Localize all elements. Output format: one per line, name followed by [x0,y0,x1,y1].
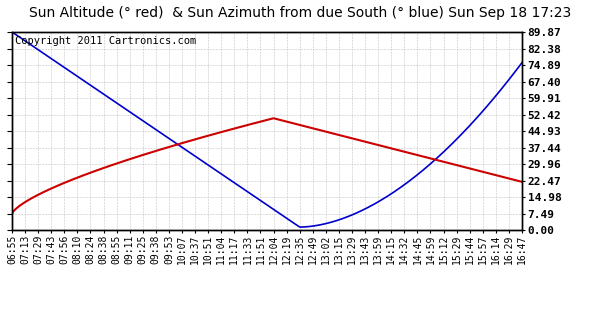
Text: Copyright 2011 Cartronics.com: Copyright 2011 Cartronics.com [14,36,196,46]
Text: Sun Altitude (° red)  & Sun Azimuth from due South (° blue) Sun Sep 18 17:23: Sun Altitude (° red) & Sun Azimuth from … [29,6,571,20]
